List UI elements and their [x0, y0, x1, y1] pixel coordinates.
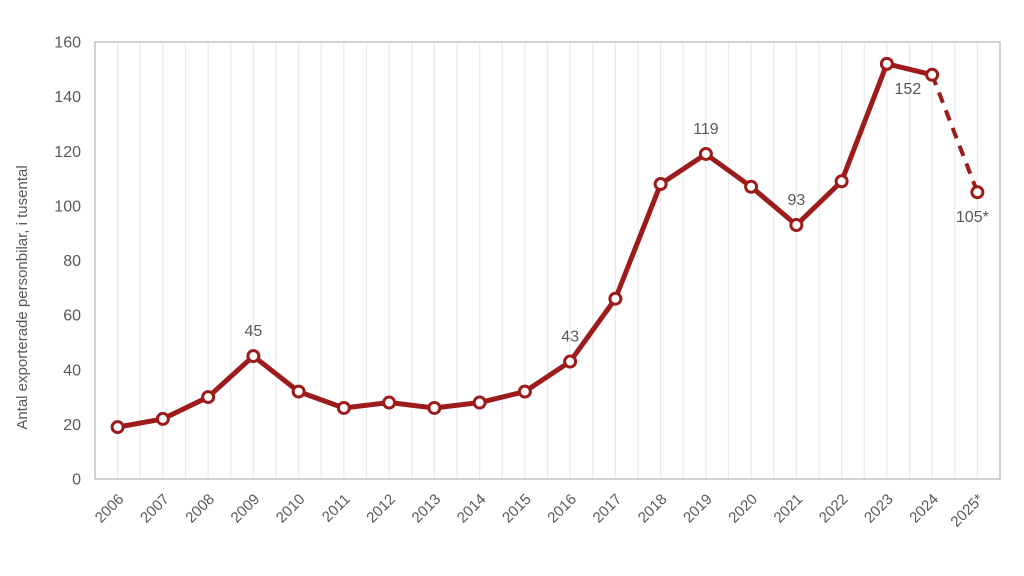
- x-tick-label-2014: 2014: [454, 491, 490, 527]
- data-point-2006: [110, 420, 125, 435]
- plot-border: [94, 41, 1001, 480]
- x-tick-label-2016: 2016: [544, 491, 580, 527]
- data-point-2022: [834, 174, 849, 189]
- x-tick-label-2012: 2012: [363, 491, 399, 527]
- data-point-2012: [382, 395, 397, 410]
- y-axis-tick-labels: 0 20 40 60 80 100 120 140 160: [54, 35, 81, 489]
- data-point-2025*: [970, 185, 985, 200]
- data-point-2013: [427, 400, 442, 415]
- x-tick-label-2020: 2020: [725, 491, 761, 527]
- y-axis-title: Antal exporterade personbilar, i tusenta…: [14, 165, 31, 429]
- data-point-2010: [291, 384, 306, 399]
- y-tick-label: 160: [54, 35, 81, 52]
- x-tick-label-2015: 2015: [499, 491, 535, 527]
- data-point-2007: [155, 411, 170, 426]
- data-point-2015: [517, 384, 532, 399]
- data-point-2008: [201, 390, 216, 405]
- data-label-2021: 93: [787, 192, 805, 209]
- x-tick-label-2021: 2021: [771, 491, 807, 527]
- data-point-2021: [789, 217, 804, 232]
- x-tick-label-2006: 2006: [92, 491, 128, 527]
- data-point-2017: [608, 291, 623, 306]
- vertical-gridlines: [117, 42, 978, 479]
- data-point-2024: [925, 67, 940, 82]
- data-point-2016: [563, 354, 578, 369]
- y-tick-label: 0: [72, 472, 81, 489]
- y-tick-label: 80: [63, 253, 81, 270]
- y-tick-label: 60: [63, 308, 81, 325]
- x-tick-label-2011: 2011: [319, 491, 354, 526]
- x-tick-label-2010: 2010: [273, 491, 309, 527]
- data-label-group: 45 43 119 93 152 105*: [244, 81, 988, 346]
- y-tick-label: 40: [63, 362, 81, 379]
- x-tick-label-2013: 2013: [409, 491, 445, 527]
- data-point-2014: [472, 395, 487, 410]
- marker-group: [110, 56, 985, 435]
- x-tick-label-2009: 2009: [228, 491, 264, 527]
- x-tick-label-2025*: 2025*: [947, 491, 987, 531]
- x-tick-label-2018: 2018: [635, 491, 671, 527]
- y-tick-label: 20: [63, 417, 81, 434]
- x-tick-label-2022: 2022: [816, 491, 852, 527]
- data-point-2019: [698, 146, 713, 161]
- data-label-2009: 45: [244, 323, 262, 340]
- data-label-2016: 43: [561, 329, 579, 346]
- x-tick-label-2024: 2024: [906, 491, 942, 527]
- data-point-2020: [744, 179, 759, 194]
- data-point-2018: [653, 177, 668, 192]
- x-tick-label-2023: 2023: [861, 491, 897, 527]
- data-point-2011: [336, 400, 351, 415]
- x-axis-tick-labels: 2006 2007 2008 2009 2010 2011 2012 2013 2014 2015…: [92, 491, 987, 531]
- data-point-2023: [879, 56, 894, 71]
- y-tick-label: 140: [54, 89, 81, 106]
- x-tick-label-2007: 2007: [137, 491, 173, 527]
- series-line-dashed: [930, 74, 980, 193]
- data-label-2023: 152: [895, 81, 922, 98]
- x-tick-label-2017: 2017: [590, 491, 626, 527]
- y-tick-label: 100: [54, 198, 81, 215]
- data-label-2025*: 105*: [956, 209, 989, 226]
- data-point-2009: [246, 349, 261, 364]
- y-tick-label: 120: [54, 144, 81, 161]
- x-tick-label-2008: 2008: [182, 491, 218, 527]
- x-tick-label-2019: 2019: [680, 491, 716, 527]
- data-label-2019: 119: [693, 121, 719, 138]
